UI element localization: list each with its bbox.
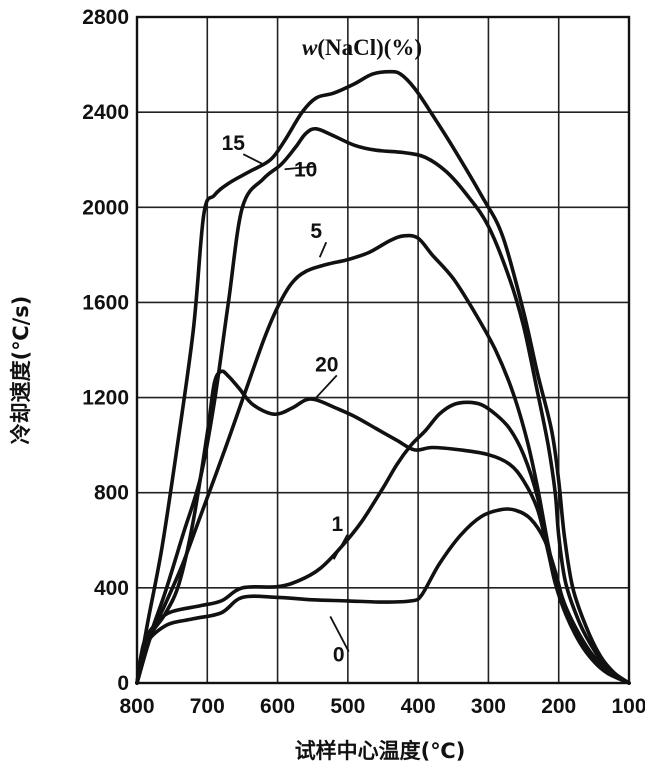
series-label-leader (318, 241, 328, 258)
series-label-leader (284, 165, 316, 171)
legend-title: w(NaCl)(%) (302, 35, 422, 60)
series-label-leader (242, 153, 264, 166)
legend-title-variable: w (302, 35, 318, 60)
plot-frame (135, 15, 631, 685)
x-tick-label: 200 (541, 695, 576, 718)
y-axis-title: 冷却速度(℃/s) (9, 296, 33, 445)
y-tick-label: 2400 (82, 101, 129, 124)
series-label-0: 0 (333, 644, 345, 667)
y-tick-label: 2800 (82, 6, 129, 29)
tick-labels: 800 700 600 500 400 300 200 1000400800120016002… (82, 6, 645, 718)
legend-title-text: (NaCl)(%) (317, 35, 422, 60)
series-line-nacl-0 (135, 507, 631, 685)
grid (136, 16, 630, 684)
x-tick-label: 400 (401, 695, 436, 718)
series-label-leader (315, 374, 338, 399)
y-tick-label: 0 (117, 672, 129, 695)
series-label-20: 20 (315, 353, 338, 376)
y-tick-label: 800 (94, 482, 129, 505)
series-label-1: 1 (331, 513, 343, 536)
series-curves (135, 69, 631, 685)
series-label-15: 15 (222, 132, 246, 155)
x-tick-label: 300 (471, 695, 506, 718)
series-line-nacl-15 (135, 69, 631, 685)
x-tick-label: 800 (119, 695, 154, 718)
series-label-5: 5 (310, 220, 322, 243)
series-line-nacl-5 (135, 233, 631, 685)
x-tick-label: 700 (190, 695, 225, 718)
x-tick-label: 100 (611, 695, 645, 718)
y-tick-label: 2000 (82, 196, 129, 219)
y-tick-label: 400 (94, 577, 129, 600)
y-tick-label: 1600 (82, 291, 129, 314)
series-label-leader (333, 534, 349, 560)
series-line-nacl-10 (135, 126, 631, 685)
x-tick-label: 600 (260, 695, 295, 718)
x-tick-label: 500 (330, 695, 365, 718)
x-axis-title: 试样中心温度(℃) (295, 739, 466, 763)
series-label-leader (329, 615, 350, 653)
series-label-10: 10 (294, 158, 317, 181)
y-tick-label: 1200 (82, 387, 129, 410)
